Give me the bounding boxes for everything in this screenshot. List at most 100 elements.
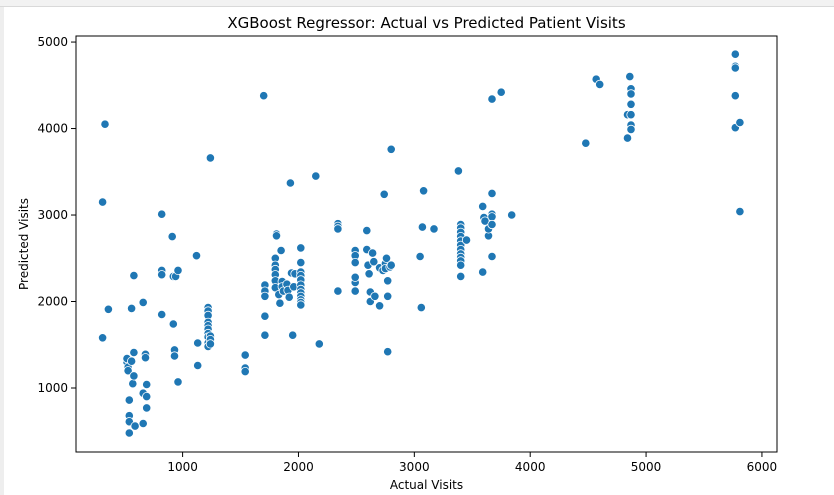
data-point: [259, 91, 269, 101]
data-point: [296, 257, 306, 268]
data-point: [205, 153, 215, 163]
x-axis-ticks: 1000 2000 3000 4000 5000 6000: [167, 452, 777, 474]
data-point: [383, 276, 393, 286]
data-point: [626, 99, 636, 109]
data-point: [507, 210, 517, 220]
data-point: [173, 265, 183, 275]
data-point: [193, 338, 203, 348]
data-point: [381, 253, 392, 263]
data-point: [418, 186, 429, 196]
notebook-output-top-border: [0, 0, 834, 7]
data-point: [383, 291, 393, 301]
data-point: [296, 243, 306, 253]
y-tick-label: 2000: [37, 295, 68, 309]
data-point: [456, 271, 466, 281]
data-point: [284, 292, 294, 302]
y-tick-label: 4000: [37, 122, 68, 136]
data-point: [127, 356, 137, 366]
data-point: [142, 379, 152, 390]
data-point: [260, 330, 270, 340]
data-point: [416, 302, 426, 313]
data-point: [157, 270, 167, 280]
data-point: [369, 257, 379, 267]
x-tick-label: 4000: [515, 460, 546, 474]
data-point: [386, 260, 396, 270]
data-point: [456, 260, 466, 270]
x-axis-label: Actual Visits: [390, 478, 463, 492]
y-tick-label: 5000: [37, 35, 68, 49]
data-point: [350, 257, 360, 268]
data-point: [103, 304, 114, 314]
data-point: [595, 79, 605, 90]
data-point: [386, 144, 396, 154]
data-point: [98, 333, 108, 343]
data-point: [124, 395, 134, 405]
chart-title: XGBoost Regressor: Actual vs Predicted P…: [227, 14, 625, 32]
data-point: [142, 403, 152, 413]
data-point: [271, 231, 282, 241]
data-point: [487, 94, 497, 104]
data-point: [260, 311, 270, 321]
data-point: [379, 189, 389, 199]
data-point: [123, 366, 133, 376]
data-point: [129, 270, 139, 281]
data-point: [735, 117, 745, 128]
data-point: [626, 110, 636, 120]
data-point: [129, 371, 139, 381]
data-point: [417, 222, 427, 232]
data-point: [487, 251, 497, 262]
data-point: [350, 286, 360, 296]
data-point: [311, 171, 321, 181]
data-point: [374, 301, 385, 311]
data-point: [138, 418, 148, 429]
data-point: [461, 235, 472, 245]
data-point: [383, 347, 393, 357]
data-point: [730, 91, 740, 101]
data-point: [167, 232, 177, 242]
data-point: [129, 347, 139, 358]
data-point: [487, 212, 497, 222]
data-point: [453, 166, 463, 176]
data-point: [168, 319, 178, 329]
notebook-output-left-gutter: [0, 7, 4, 495]
data-point: [626, 124, 636, 134]
x-tick-label: 3000: [399, 460, 430, 474]
data-point: [622, 133, 633, 143]
data-point: [191, 251, 202, 261]
data-point: [370, 291, 380, 301]
data-point: [478, 201, 488, 211]
data-point: [124, 428, 134, 438]
data-point: [367, 248, 378, 258]
data-point: [240, 350, 250, 360]
data-point: [364, 269, 374, 279]
data-point: [333, 286, 343, 296]
data-point: [240, 366, 250, 377]
data-point: [100, 119, 110, 129]
data-point: [487, 219, 497, 230]
data-point: [350, 272, 360, 282]
plot-area-frame: [75, 35, 778, 453]
data-point: [285, 178, 295, 188]
data-point: [487, 188, 497, 198]
data-point: [296, 300, 306, 310]
data-point: [625, 72, 635, 82]
data-point: [314, 339, 324, 349]
data-point: [193, 360, 203, 371]
data-point: [157, 309, 167, 320]
y-axis-ticks: 1000 2000 3000 4000 5000: [37, 35, 76, 395]
y-axis-label: Predicted Visits: [17, 198, 31, 290]
data-point: [128, 379, 138, 389]
data-point: [173, 377, 183, 387]
data-point: [730, 63, 740, 73]
data-point: [157, 209, 167, 219]
data-point: [730, 49, 740, 59]
data-point: [275, 298, 285, 308]
data-point: [626, 89, 636, 99]
data-point: [127, 303, 137, 313]
x-tick-label: 1000: [167, 460, 198, 474]
data-point: [205, 339, 215, 349]
data-point: [138, 297, 148, 307]
data-point: [142, 391, 152, 402]
data-point: [98, 197, 108, 207]
x-tick-label: 2000: [283, 460, 314, 474]
